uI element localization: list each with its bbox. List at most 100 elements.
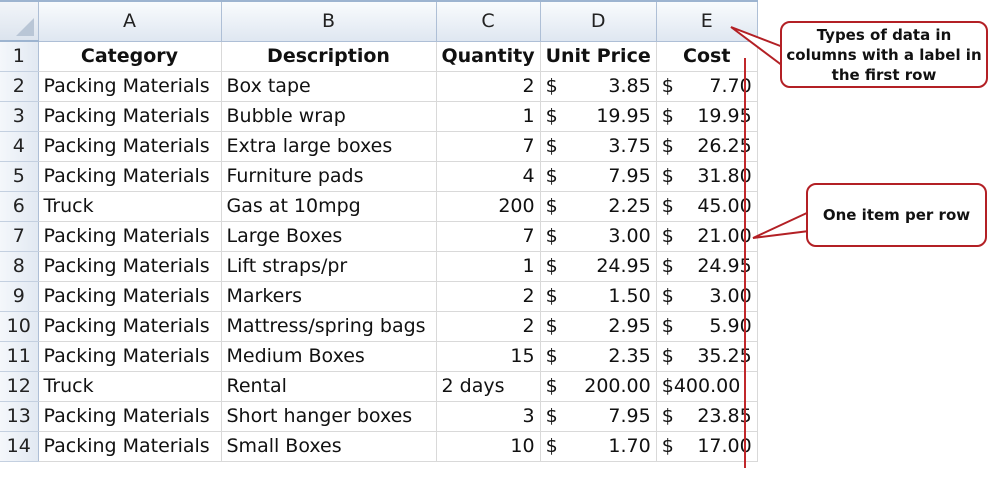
cell-unit-price[interactable]: $1.70	[540, 431, 657, 462]
rows-callout-pointer	[752, 211, 810, 239]
cell-category[interactable]: Truck	[38, 371, 222, 402]
cell-category[interactable]: Packing Materials	[38, 221, 222, 252]
cell-cost[interactable]: $5.90	[656, 311, 758, 342]
currency-symbol: $	[545, 375, 558, 397]
row-header[interactable]: 9	[0, 281, 39, 312]
row-header[interactable]: 7	[0, 221, 39, 252]
cell-unit-price[interactable]: $2.95	[540, 311, 657, 342]
row-header[interactable]: 11	[0, 341, 39, 372]
cell-description-header[interactable]: Description	[221, 41, 437, 72]
cell-quantity[interactable]: 2 days	[436, 371, 541, 402]
cell-unit-price[interactable]: $3.00	[540, 221, 657, 252]
cell-cost[interactable]: $26.25	[656, 131, 758, 162]
column-header-a[interactable]: A	[38, 0, 222, 42]
cell-category[interactable]: Packing Materials	[38, 161, 222, 192]
rows-callout: One item per row	[806, 183, 987, 247]
cell-unit-price[interactable]: $7.95	[540, 161, 657, 192]
cell-cost[interactable]: $19.95	[656, 101, 758, 132]
cell-quantity[interactable]: 15	[436, 341, 541, 372]
row-header[interactable]: 14	[0, 431, 39, 462]
cell-category[interactable]: Truck	[38, 191, 222, 222]
row-header[interactable]: 12	[0, 371, 39, 402]
cell-cost[interactable]: $31.80	[656, 161, 758, 192]
row-header[interactable]: 6	[0, 191, 39, 222]
cell-cost[interactable]: $35.25	[656, 341, 758, 372]
table-row: 7 Packing Materials Large Boxes 7 $3.00 $21.0…	[0, 221, 758, 252]
cell-unit-price[interactable]: $2.35	[540, 341, 657, 372]
cell-category[interactable]: Packing Materials	[38, 71, 222, 102]
cell-quantity-header[interactable]: Quantity	[436, 41, 541, 72]
cell-description[interactable]: Lift straps/pr	[221, 251, 437, 282]
cell-quantity[interactable]: 1	[436, 101, 541, 132]
cell-cost[interactable]: $23.85	[656, 401, 758, 432]
cell-cost-header[interactable]: Cost	[656, 41, 758, 72]
select-all-corner[interactable]	[0, 0, 39, 42]
unit-price-value: 2.35	[608, 345, 651, 367]
cell-category-header[interactable]: Category	[38, 41, 222, 72]
table-row: 10 Packing Materials Mattress/spring bags 2…	[0, 311, 758, 342]
cell-quantity[interactable]: 2	[436, 281, 541, 312]
cell-quantity[interactable]: 10	[436, 431, 541, 462]
cell-unit-price[interactable]: $3.75	[540, 131, 657, 162]
cell-description[interactable]: Short hanger boxes	[221, 401, 437, 432]
cell-category[interactable]: Packing Materials	[38, 131, 222, 162]
cell-category[interactable]: Packing Materials	[38, 251, 222, 282]
row-header[interactable]: 13	[0, 401, 39, 432]
cell-quantity[interactable]: 7	[436, 221, 541, 252]
row-header[interactable]: 10	[0, 311, 39, 342]
row-header[interactable]: 4	[0, 131, 39, 162]
cell-description[interactable]: Mattress/spring bags	[221, 311, 437, 342]
cell-description[interactable]: Box tape	[221, 71, 437, 102]
cell-description[interactable]: Furniture pads	[221, 161, 437, 192]
row-header[interactable]: 8	[0, 251, 39, 282]
row-header[interactable]: 5	[0, 161, 39, 192]
currency-symbol: $	[545, 435, 558, 457]
cell-category[interactable]: Packing Materials	[38, 341, 222, 372]
cell-quantity[interactable]: 7	[436, 131, 541, 162]
cell-cost[interactable]: $17.00	[656, 431, 758, 462]
cell-category[interactable]: Packing Materials	[38, 311, 222, 342]
cell-description[interactable]: Extra large boxes	[221, 131, 437, 162]
cell-description[interactable]: Small Boxes	[221, 431, 437, 462]
cell-description[interactable]: Bubble wrap	[221, 101, 437, 132]
cell-quantity[interactable]: 4	[436, 161, 541, 192]
column-header-e[interactable]: E	[656, 0, 758, 42]
cell-description[interactable]: Large Boxes	[221, 221, 437, 252]
cell-unit-price[interactable]: $24.95	[540, 251, 657, 282]
cell-cost[interactable]: $45.00	[656, 191, 758, 222]
cell-category[interactable]: Packing Materials	[38, 431, 222, 462]
cost-value: 31.80	[697, 165, 752, 187]
cell-quantity[interactable]: 1	[436, 251, 541, 282]
cell-unit-price[interactable]: $2.25	[540, 191, 657, 222]
cell-unit-price[interactable]: $19.95	[540, 101, 657, 132]
cell-unit-price[interactable]: $1.50	[540, 281, 657, 312]
cost-value: 7.70	[709, 75, 752, 97]
cell-cost[interactable]: $24.95	[656, 251, 758, 282]
cell-description[interactable]: Gas at 10mpg	[221, 191, 437, 222]
row-header[interactable]: 2	[0, 71, 39, 102]
cell-cost[interactable]: $7.70	[656, 71, 758, 102]
row-header[interactable]: 1	[0, 40, 39, 72]
cell-quantity[interactable]: 2	[436, 311, 541, 342]
cell-category[interactable]: Packing Materials	[38, 101, 222, 132]
cell-quantity[interactable]: 3	[436, 401, 541, 432]
column-header-d[interactable]: D	[540, 0, 657, 42]
cell-description[interactable]: Rental	[221, 371, 437, 402]
cell-category[interactable]: Packing Materials	[38, 401, 222, 432]
cell-unit-price[interactable]: $3.85	[540, 71, 657, 102]
cost-value: 400.00	[673, 375, 741, 397]
cell-category[interactable]: Packing Materials	[38, 281, 222, 312]
cell-unit-price-header[interactable]: Unit Price	[540, 41, 657, 72]
currency-symbol: $	[661, 435, 674, 457]
row-header[interactable]: 3	[0, 101, 39, 132]
column-header-c[interactable]: C	[436, 0, 541, 42]
cell-cost[interactable]: $3.00	[656, 281, 758, 312]
cell-cost[interactable]: $400.00	[656, 371, 758, 402]
cell-description[interactable]: Medium Boxes	[221, 341, 437, 372]
cell-unit-price[interactable]: $7.95	[540, 401, 657, 432]
cell-unit-price[interactable]: $200.00	[540, 371, 657, 402]
cell-quantity[interactable]: 2	[436, 71, 541, 102]
cell-quantity[interactable]: 200	[436, 191, 541, 222]
cell-description[interactable]: Markers	[221, 281, 437, 312]
column-header-b[interactable]: B	[221, 0, 437, 42]
